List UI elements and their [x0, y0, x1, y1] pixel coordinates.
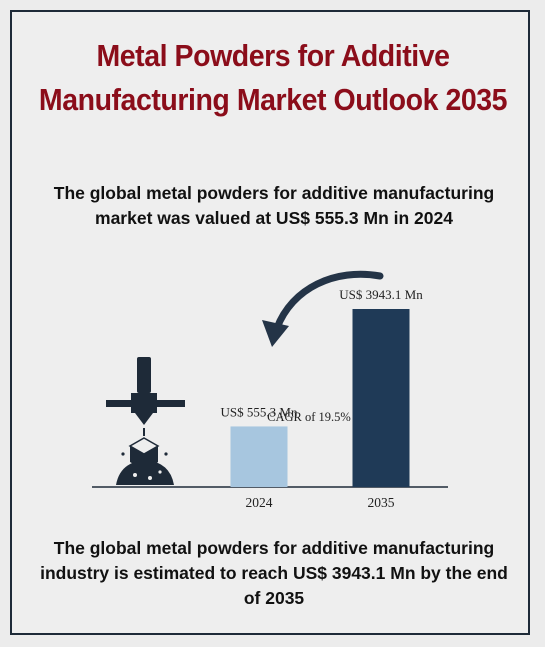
bar-2024 [230, 426, 288, 487]
bar-2035 [352, 309, 410, 487]
page-title: Metal Powders for Additive Manufacturing… [38, 38, 508, 117]
summary-top: The global metal powders for additive ma… [53, 183, 495, 228]
tick-label-2024: 2024 [246, 495, 273, 510]
cagr-annotation: CAGR of 19.5% [267, 410, 351, 424]
tick-label-2035: 2035 [368, 495, 395, 510]
curved-arrow-icon [262, 270, 384, 347]
data-label-2035: US$ 3943.1 Mn [339, 287, 423, 302]
data-label-2024: US$ 555.3 Mn [221, 404, 298, 419]
summary-bottom: The global metal powders for additive ma… [40, 538, 508, 608]
3d-printer-nozzle-icon [106, 357, 185, 485]
